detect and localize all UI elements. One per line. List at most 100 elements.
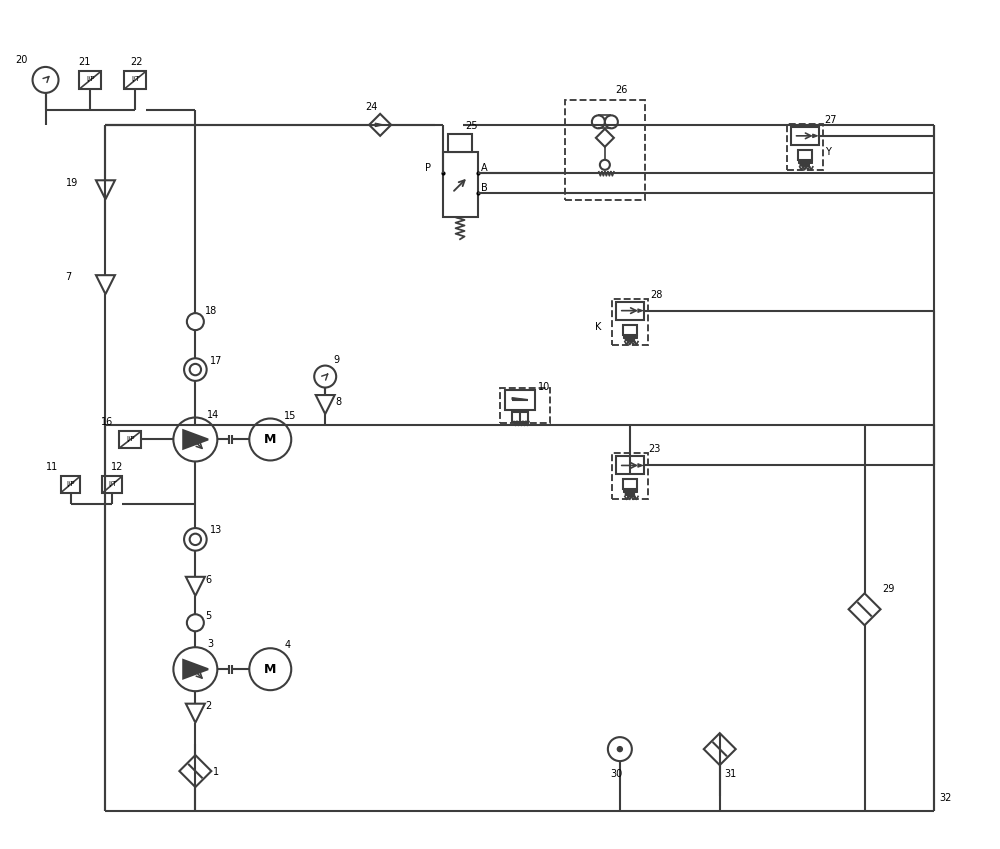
Bar bbox=[565, 100, 645, 200]
Polygon shape bbox=[813, 134, 818, 138]
Text: 9: 9 bbox=[333, 355, 339, 364]
Text: 31: 31 bbox=[725, 769, 737, 779]
Bar bbox=[119, 431, 141, 448]
Polygon shape bbox=[375, 123, 384, 127]
Circle shape bbox=[190, 364, 201, 375]
Bar bbox=[500, 387, 550, 423]
Text: 18: 18 bbox=[205, 306, 218, 316]
Text: B: B bbox=[481, 183, 487, 193]
Bar bbox=[102, 476, 122, 493]
Polygon shape bbox=[638, 309, 643, 312]
Circle shape bbox=[187, 313, 204, 330]
Text: 1: 1 bbox=[213, 767, 219, 777]
Text: 5: 5 bbox=[205, 611, 212, 621]
Bar bbox=[623, 480, 637, 489]
Text: Y: Y bbox=[825, 147, 830, 157]
Text: 6: 6 bbox=[205, 576, 211, 585]
Text: 2: 2 bbox=[205, 701, 212, 711]
Bar bbox=[61, 476, 80, 493]
Polygon shape bbox=[798, 160, 812, 163]
Bar bbox=[612, 299, 648, 345]
Bar bbox=[612, 453, 648, 499]
Text: I/P: I/P bbox=[66, 481, 75, 487]
Circle shape bbox=[592, 115, 605, 128]
Polygon shape bbox=[186, 576, 205, 596]
Circle shape bbox=[617, 746, 622, 751]
Text: K: K bbox=[595, 322, 601, 332]
Text: 3: 3 bbox=[207, 639, 213, 649]
Text: 22: 22 bbox=[130, 57, 143, 67]
Polygon shape bbox=[183, 430, 208, 449]
Text: 17: 17 bbox=[210, 356, 223, 366]
Polygon shape bbox=[623, 489, 637, 492]
Text: 20: 20 bbox=[16, 55, 28, 65]
Polygon shape bbox=[623, 335, 637, 338]
Bar bbox=[623, 324, 637, 335]
Polygon shape bbox=[96, 275, 115, 294]
Text: 30: 30 bbox=[610, 769, 622, 779]
Polygon shape bbox=[638, 464, 643, 467]
Bar bbox=[616, 457, 644, 475]
Text: P: P bbox=[425, 163, 431, 173]
Circle shape bbox=[184, 528, 207, 551]
Text: 4: 4 bbox=[284, 640, 290, 650]
Text: M: M bbox=[264, 663, 276, 676]
Text: 21: 21 bbox=[78, 57, 91, 67]
Text: 15: 15 bbox=[284, 411, 297, 420]
Text: 28: 28 bbox=[650, 290, 662, 300]
Polygon shape bbox=[186, 704, 205, 722]
Text: 27: 27 bbox=[825, 115, 837, 125]
Text: 29: 29 bbox=[883, 584, 895, 594]
Circle shape bbox=[190, 534, 201, 545]
Circle shape bbox=[249, 419, 291, 460]
Polygon shape bbox=[704, 734, 736, 765]
Polygon shape bbox=[96, 180, 115, 200]
Circle shape bbox=[187, 615, 204, 632]
Bar bbox=[798, 149, 812, 160]
Text: I/P: I/P bbox=[126, 436, 135, 442]
Bar bbox=[791, 127, 819, 145]
Circle shape bbox=[173, 647, 217, 691]
Text: 26: 26 bbox=[615, 85, 627, 95]
Polygon shape bbox=[183, 660, 208, 678]
Text: 11: 11 bbox=[46, 463, 58, 472]
Text: I/T: I/T bbox=[131, 76, 140, 82]
Text: 25: 25 bbox=[465, 121, 478, 131]
Text: 8: 8 bbox=[335, 396, 341, 407]
Bar bbox=[616, 301, 644, 319]
Text: 7: 7 bbox=[66, 272, 72, 282]
Text: 14: 14 bbox=[207, 409, 220, 419]
Polygon shape bbox=[596, 129, 614, 147]
Text: I/T: I/T bbox=[108, 481, 117, 487]
Text: 19: 19 bbox=[66, 177, 78, 188]
Bar bbox=[505, 390, 535, 409]
Bar bbox=[787, 124, 823, 170]
Text: M: M bbox=[264, 433, 276, 446]
Text: A: A bbox=[481, 163, 487, 173]
Text: 32: 32 bbox=[939, 793, 952, 803]
Bar bbox=[443, 152, 478, 217]
Text: 16: 16 bbox=[100, 418, 113, 428]
Bar bbox=[79, 71, 101, 89]
Circle shape bbox=[600, 160, 610, 170]
Polygon shape bbox=[849, 593, 881, 625]
Text: 10: 10 bbox=[538, 381, 550, 391]
Text: 23: 23 bbox=[648, 445, 660, 454]
Circle shape bbox=[608, 737, 632, 761]
Circle shape bbox=[314, 366, 336, 387]
Circle shape bbox=[173, 418, 217, 462]
Text: 12: 12 bbox=[110, 463, 123, 472]
Circle shape bbox=[249, 649, 291, 690]
Polygon shape bbox=[512, 397, 528, 400]
Circle shape bbox=[605, 115, 618, 128]
Bar bbox=[512, 412, 528, 421]
Circle shape bbox=[33, 67, 59, 93]
Circle shape bbox=[184, 358, 207, 381]
Polygon shape bbox=[179, 755, 211, 787]
Text: 24: 24 bbox=[365, 102, 378, 112]
Bar bbox=[124, 71, 146, 89]
Polygon shape bbox=[369, 114, 391, 136]
Text: 13: 13 bbox=[210, 526, 223, 536]
Polygon shape bbox=[316, 395, 335, 414]
Text: I/P: I/P bbox=[86, 76, 95, 82]
